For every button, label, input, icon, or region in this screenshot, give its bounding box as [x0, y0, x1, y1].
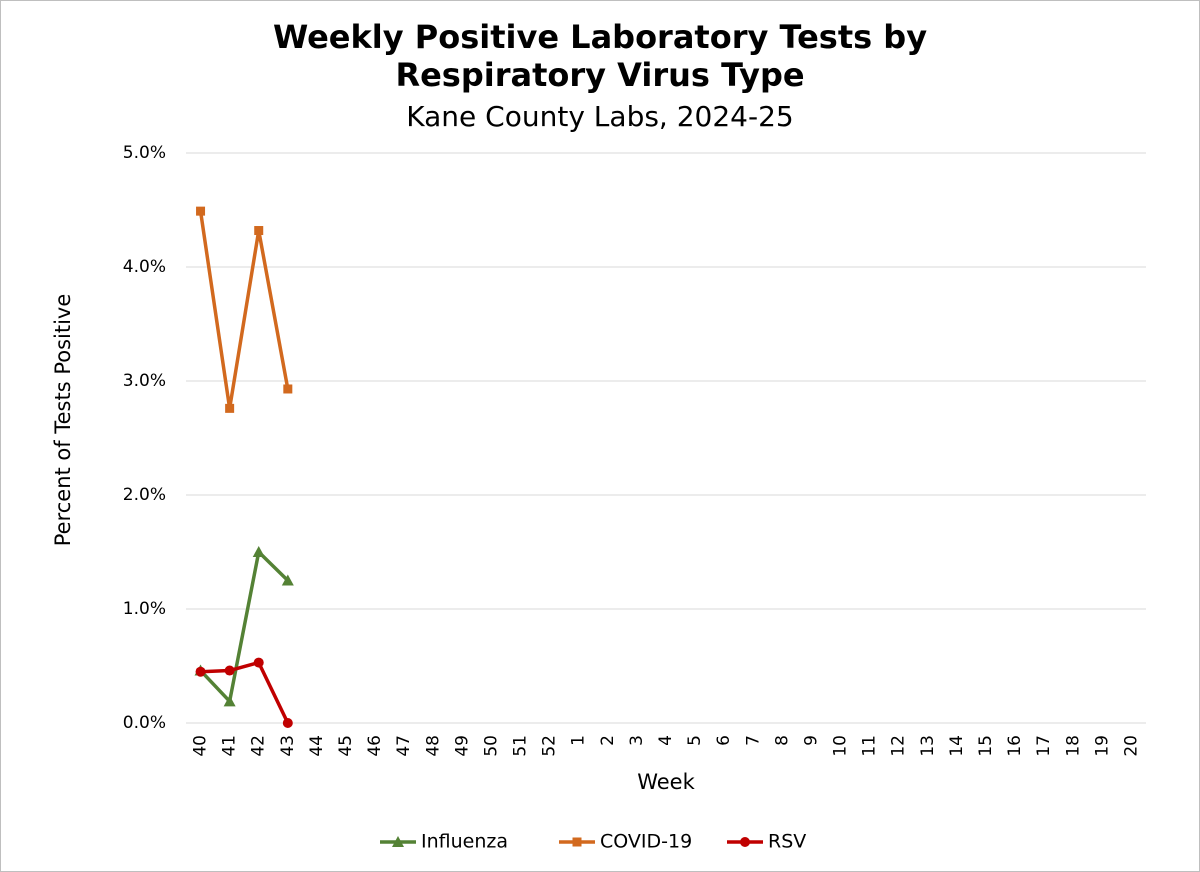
x-tick-label: 18 — [1063, 735, 1083, 757]
x-tick-label: 6 — [714, 735, 734, 746]
x-tick-label: 49 — [452, 735, 472, 757]
legend-label: RSV — [768, 831, 806, 853]
data-point — [252, 546, 265, 557]
legend-marker — [572, 837, 582, 847]
x-tick-label: 5 — [685, 735, 705, 746]
y-tick-label: 3.0% — [123, 371, 166, 391]
x-tick-label: 50 — [481, 735, 501, 757]
x-tick-label: 3 — [627, 735, 647, 746]
chart-title: Weekly Positive Laboratory Tests by Resp… — [272, 18, 928, 94]
y-tick-label: 2.0% — [123, 485, 166, 505]
x-tick-label: 15 — [976, 735, 996, 757]
series-line — [200, 660, 290, 724]
legend-label: Influenza — [421, 831, 508, 853]
x-tick-label: 17 — [1034, 735, 1054, 757]
series-line — [199, 550, 290, 704]
x-tick-label: 13 — [918, 735, 938, 757]
x-tick-label: 46 — [365, 735, 385, 757]
y-tick-label: 4.0% — [123, 257, 166, 277]
x-tick-label: 7 — [743, 735, 763, 746]
x-tick-label: 4 — [656, 735, 676, 746]
series-line — [198, 210, 290, 411]
x-tick-label: 43 — [278, 735, 298, 757]
x-tick-label: 11 — [860, 735, 880, 757]
x-tick-label: 19 — [1092, 735, 1112, 757]
chart-subtitle: Kane County Labs, 2024-25 — [406, 100, 794, 133]
y-axis-label: Percent of Tests Positive — [51, 294, 75, 547]
x-tick-label: 45 — [336, 735, 356, 757]
data-point — [195, 666, 206, 677]
x-tick-label: 20 — [1121, 735, 1141, 757]
x-tick-label: 48 — [423, 735, 443, 757]
x-tick-label: 42 — [249, 735, 269, 757]
x-tick-label: 14 — [947, 735, 967, 757]
x-axis-label: Week — [637, 770, 695, 794]
data-point — [225, 403, 235, 413]
data-point — [283, 384, 293, 394]
x-tick-label: 12 — [889, 735, 909, 757]
x-tick-label: 16 — [1005, 735, 1025, 757]
x-tick-label: 52 — [540, 735, 560, 757]
legend-label: COVID-19 — [600, 831, 692, 853]
x-tick-label: 41 — [220, 735, 240, 757]
data-point — [281, 574, 294, 586]
data-point — [282, 718, 293, 728]
data-point — [253, 657, 264, 668]
data-point — [223, 695, 236, 707]
x-tick-label: 2 — [598, 735, 618, 746]
x-tick-label: 10 — [831, 735, 851, 757]
data-point — [254, 226, 264, 236]
x-tick-label: 40 — [191, 735, 211, 757]
data-point — [196, 206, 206, 216]
legend-marker — [740, 837, 750, 847]
x-tick-label: 1 — [569, 735, 589, 746]
x-tick-label: 8 — [772, 735, 792, 746]
y-tick-label: 0.0% — [123, 713, 166, 733]
x-tick-label: 44 — [307, 735, 327, 757]
data-point — [224, 665, 235, 676]
x-tick-label: 51 — [511, 735, 531, 757]
legend-marker — [392, 836, 404, 847]
x-tick-label: 9 — [801, 735, 821, 746]
y-tick-label: 5.0% — [123, 143, 166, 163]
x-tick-label: 47 — [394, 735, 414, 757]
y-tick-label: 1.0% — [123, 599, 166, 619]
